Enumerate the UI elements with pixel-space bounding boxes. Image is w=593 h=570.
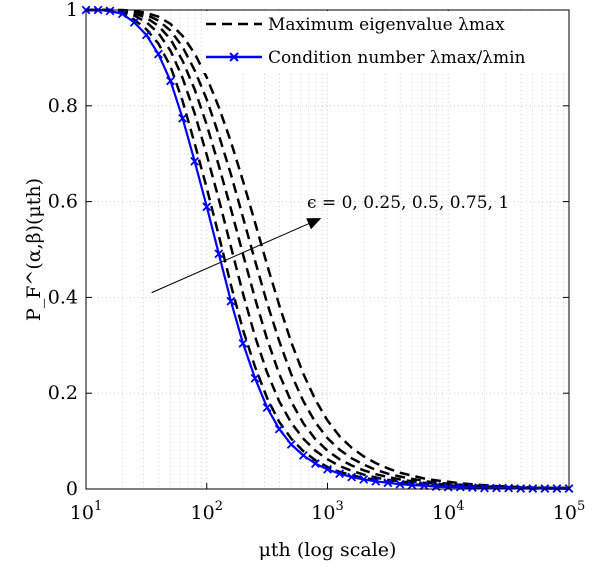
legend-label-max-eigenvalue: Maximum eigenvalue λmax [268,15,505,35]
data-point-marker [117,9,127,19]
data-point-marker [214,249,224,259]
data-point-marker [383,478,393,488]
y-tick-label: 0.8 [48,95,78,117]
annotation-arrow [151,218,322,294]
y-axis-label: P_F^(α,β)(μth) [23,178,45,321]
data-point-marker [274,424,284,434]
data-point-marker [226,296,236,306]
axis-ticks: 101 102 103 104 105 0 0.2 0.4 0.6 0.8 1 [48,0,585,524]
x-tick-label: 102 [191,499,223,524]
data-point-marker [153,49,163,59]
data-point-marker [202,202,212,212]
data-point-marker [467,483,477,492]
y-tick-label: 1 [66,0,78,21]
data-point-marker [298,451,308,460]
data-point-marker [504,483,514,493]
legend: Maximum eigenvalue λmax Condition number… [202,11,568,73]
data-point-marker [105,6,115,16]
series-line-condition-number [86,8,569,490]
series-line-eps-0-5 [86,8,570,490]
series-line-eps-0 [86,8,569,490]
data-point-marker [178,113,188,123]
x-tick-label: 104 [432,499,464,524]
data-point-marker [395,479,405,489]
y-tick-label: 0 [66,478,78,500]
series-line-eps-0-75 [86,8,569,490]
annotation-label: ϵ = 0, 0.25, 0.5, 0.75, 1 [307,193,509,213]
legend-marker-x [229,52,239,62]
data-point-marker [190,156,200,166]
data-point-marker [335,469,345,479]
data-point-marker [323,464,332,474]
data-point-marker [455,482,465,492]
x-tick-label: 101 [70,499,102,524]
data-point-marker [262,403,272,413]
data-point-marker [407,480,417,490]
data-point-marker [129,18,139,27]
data-point-marker [310,459,320,469]
y-tick-label: 0.4 [48,286,78,308]
grid [86,10,569,489]
data-point-marker [286,440,296,449]
x-tick-label: 105 [553,499,585,524]
data-point-marker [419,481,429,491]
data-point-marker [347,472,357,482]
data-point-marker [141,30,151,40]
data-point-marker [238,338,248,348]
y-tick-label: 0.2 [48,382,78,404]
legend-box [202,11,568,73]
data-point-marker [480,483,489,493]
legend-label-condition-number: Condition number λmax/λmin [268,48,526,68]
data-point-marker [492,483,501,493]
data-point-marker [166,76,175,86]
series-line-eps-0-25 [86,8,569,490]
x-axis-label: μth (log scale) [259,539,397,561]
annotation: ϵ = 0, 0.25, 0.5, 0.75, 1 [151,193,509,294]
data-point-marker [359,474,369,484]
data-point-marker [371,476,381,486]
data-point-marker [250,373,260,383]
plot-series [81,5,574,493]
x-tick-label: 103 [311,499,343,524]
series-line-eps-1 [86,8,569,490]
y-tick-label: 0.6 [48,191,78,213]
plot-frame [85,9,570,490]
